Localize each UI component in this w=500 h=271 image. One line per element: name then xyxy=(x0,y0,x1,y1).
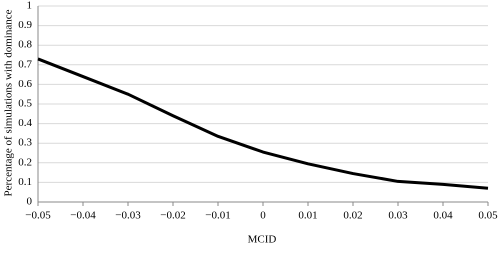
x-tick-label: −0.03 xyxy=(115,210,141,222)
y-tick-label: 0.7 xyxy=(18,58,32,70)
y-tick-label: 0.5 xyxy=(18,98,32,110)
y-tick-label: 0.3 xyxy=(18,137,32,149)
x-tick-label: −0.01 xyxy=(205,210,230,222)
y-tick-label: 0 xyxy=(27,196,33,208)
y-tick-label: 0.4 xyxy=(18,117,32,129)
y-tick-label: 0.6 xyxy=(18,78,32,90)
y-tick-label: 0.9 xyxy=(18,19,32,31)
x-tick-label: −0.04 xyxy=(70,210,96,222)
y-tick-label: 1 xyxy=(27,0,33,12)
x-tick-label: −0.05 xyxy=(25,210,51,222)
x-tick-label: −0.02 xyxy=(160,210,185,222)
x-tick-label: 0.03 xyxy=(388,210,408,222)
y-axis-title: Percentage of simulations with dominance xyxy=(3,9,15,196)
x-tick-label: 0.05 xyxy=(478,210,498,222)
line xyxy=(37,57,489,190)
y-tick-label: 0.1 xyxy=(18,176,32,188)
x-tick-label: 0.02 xyxy=(343,210,362,222)
x-tick-label: 0.01 xyxy=(298,210,317,222)
x-axis-title: MCID xyxy=(248,234,277,246)
y-tick-label: 0.8 xyxy=(18,39,32,51)
y-tick-label: 0.2 xyxy=(18,156,32,168)
x-tick-label: 0.04 xyxy=(433,210,453,222)
x-tick-label: 0 xyxy=(260,210,266,222)
